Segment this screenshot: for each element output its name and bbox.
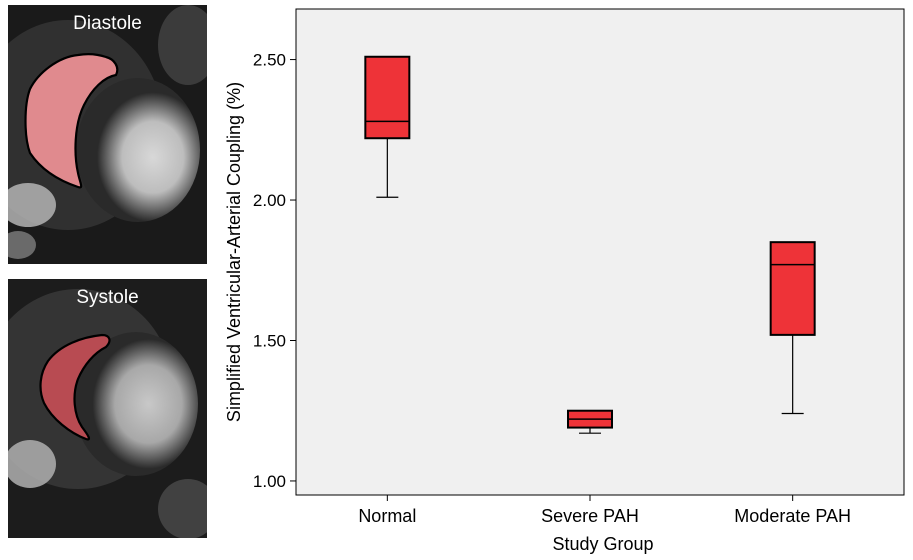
y-tick-label: 1.00 (253, 472, 286, 491)
y-tick-label: 2.50 (253, 51, 286, 70)
y-tick-label: 2.00 (253, 191, 286, 210)
diastole-label: Diastole (73, 13, 142, 34)
box-normal (364, 55, 411, 198)
systole-label: Systole (76, 287, 139, 308)
y-axis-label: Simplified Ventricular-Arterial Coupling… (224, 82, 244, 422)
x-tick-label: Severe PAH (541, 506, 639, 526)
x-tick-label: Moderate PAH (734, 506, 851, 526)
diastole-rv-outline (24, 53, 119, 189)
box-iqr (769, 241, 816, 336)
boxes (364, 55, 816, 434)
systole-image (8, 279, 207, 538)
box-moderate-pah (769, 241, 816, 415)
x-tick-label: Normal (358, 506, 416, 526)
x-axis-label: Study Group (552, 534, 653, 554)
x-axis: Normal Severe PAH Moderate PAH (358, 495, 851, 526)
box-iqr (364, 55, 411, 140)
systole-rv-outline (39, 333, 111, 441)
systole-image-panel: Systole (8, 279, 207, 538)
diastole-image-panel: Diastole (8, 5, 207, 264)
y-tick-label: 1.50 (253, 331, 286, 350)
diastole-image (8, 5, 207, 264)
y-axis: 1.00 1.50 2.00 2.50 (253, 51, 296, 491)
box-severe-pah (567, 409, 613, 434)
box-plot-chart: 1.00 1.50 2.00 2.50 Normal Severe PAH Moderat… (224, 8, 905, 554)
